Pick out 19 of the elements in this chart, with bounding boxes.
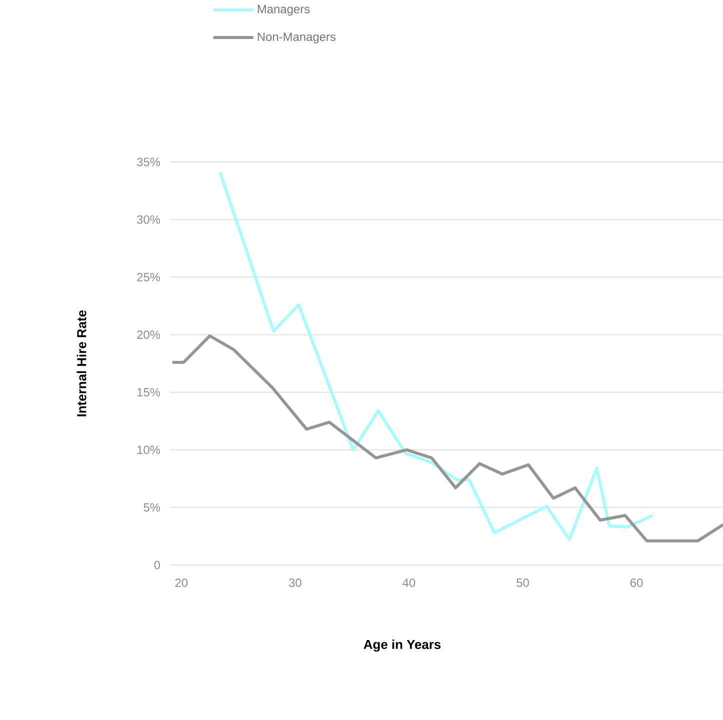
y-tick-label: 10%: [137, 446, 160, 454]
y-tick-label: 25%: [137, 272, 160, 282]
y-tick-label: 0: [154, 560, 160, 570]
y-tick-label: 15%: [137, 388, 160, 396]
x-tick-label: 60: [630, 578, 643, 587]
line-series: [170, 334, 723, 542]
x-axis-title: Age in Years: [364, 640, 441, 652]
y-tick-label: 35%: [137, 158, 160, 166]
y-tick-label: 20%: [137, 330, 160, 339]
line-series: [218, 170, 654, 542]
y-tick-label: 30%: [137, 215, 160, 224]
x-tick-label: 30: [288, 578, 302, 587]
y-tick-label: 5%: [144, 503, 160, 512]
x-tick-label: 40: [402, 578, 416, 587]
x-tick-label: 50: [516, 578, 529, 587]
y-axis-title: Internal Hire Rate: [76, 310, 86, 416]
legend-label: Managers: [258, 4, 310, 16]
x-tick-label: 20: [175, 578, 188, 587]
legend-label: Non-Managers: [258, 32, 336, 44]
